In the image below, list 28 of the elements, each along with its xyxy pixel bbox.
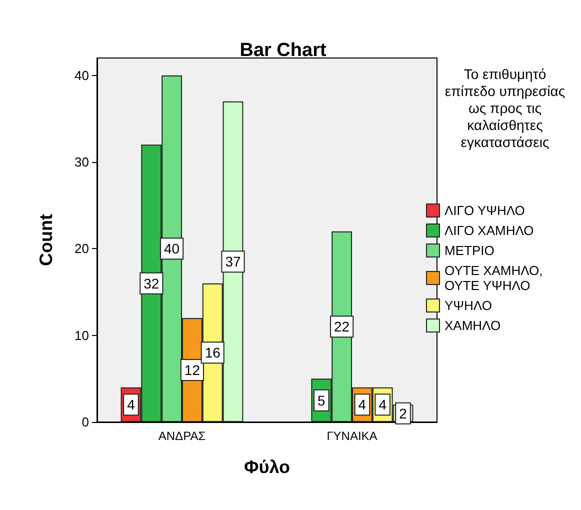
y-tick-label: 40	[74, 68, 89, 83]
legend-label: ΟΥΤΕ ΧΑΜΗΛΟ, ΟΥΤΕ ΥΨΗΛΟ	[444, 263, 543, 293]
y-tick-label: 30	[74, 154, 89, 170]
data-label: 5	[318, 392, 326, 408]
data-label: 12	[184, 362, 200, 378]
y-tick-label: 10	[74, 328, 89, 343]
legend-label: ΥΨΗΛΟ	[444, 298, 492, 313]
data-label: 16	[204, 344, 221, 361]
legend-label: ΛΙΓΟ ΥΨΗΛΟ	[444, 203, 525, 218]
x-tick-label: ΑΝΔΡΑΣ	[158, 429, 206, 443]
data-label: 32	[144, 275, 160, 292]
data-label: 4	[358, 396, 366, 413]
data-label: 2	[399, 405, 408, 422]
y-tick-label: 20	[74, 241, 89, 256]
x-tick-label: ΓΥΝΑΙΚΑ	[326, 429, 378, 443]
y-tick-label: 0	[82, 414, 89, 430]
legend-title: Το επιθυμητό επίπεδο υπηρεσίας ως προς τις καλαίσθητες εγκαταστάσεις	[444, 66, 566, 151]
legend-label: ΧΑΜΗΛΟ	[444, 318, 501, 333]
data-label: 22	[334, 318, 350, 335]
chart-title: Bar Chart	[240, 40, 327, 61]
x-axis-title: Φύλο	[244, 457, 290, 477]
data-label: 4	[127, 396, 136, 413]
legend-label: ΛΙΓΟ ΧΑΜΗΛΟ	[444, 223, 534, 238]
legend-label: ΜΕΤΡΙΟ	[444, 243, 494, 258]
data-label: 4	[378, 396, 387, 413]
y-axis-title: Count	[36, 214, 56, 266]
data-label: 37	[225, 254, 241, 270]
data-label: 40	[164, 240, 180, 257]
